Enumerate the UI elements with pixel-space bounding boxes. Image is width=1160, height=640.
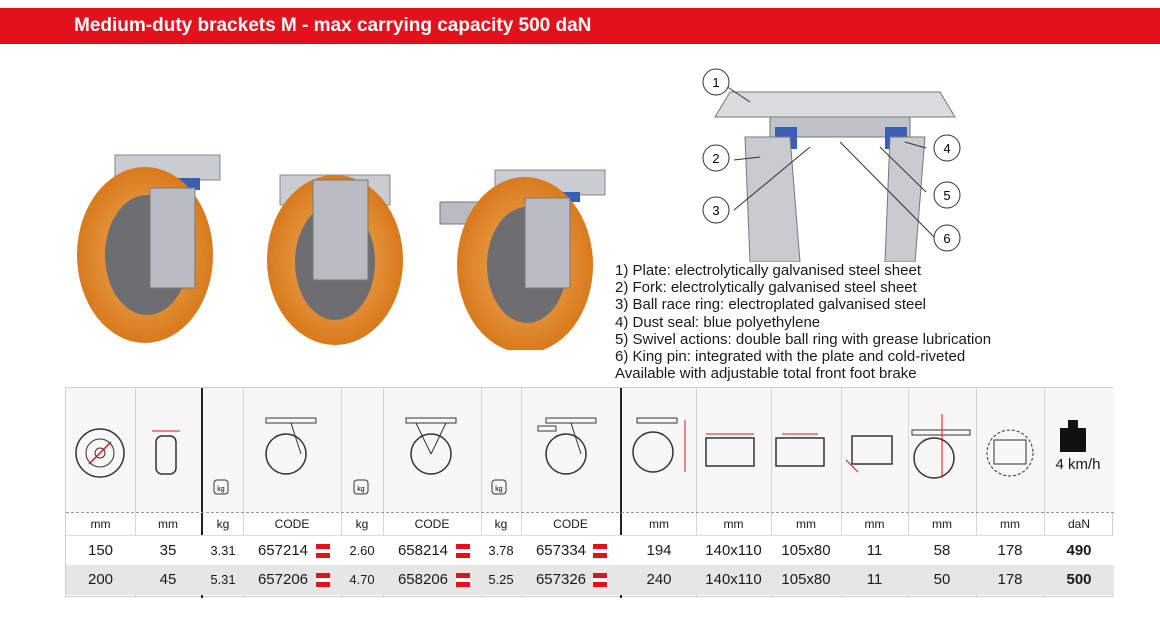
weight-icon: kg (213, 479, 229, 495)
brake-caster-image (439, 169, 606, 350)
unit-weight: kg (494, 517, 508, 531)
country-flag-icon (593, 573, 607, 587)
weight-icon: kg (491, 479, 507, 495)
unit-load: daN (1067, 517, 1090, 531)
cell-code: 658214 (397, 542, 449, 559)
cell-weight: 4.70 (349, 572, 375, 587)
cell-holes: 105x80 (781, 571, 831, 588)
cell-height: 194 (646, 542, 672, 559)
weight-icon: kg (353, 479, 369, 495)
header-banner: Medium-duty brackets M - max carrying ca… (0, 8, 1160, 44)
cell-diameter: 200 (87, 571, 114, 588)
country-flag-icon (316, 544, 330, 558)
overall-height-icon (632, 417, 686, 473)
cell-offset: 50 (933, 571, 951, 588)
feature-item: 1) Plate: electrolytically galvanised st… (615, 262, 921, 279)
unit-bolt: mm (864, 517, 885, 531)
unit-plate: mm (723, 517, 744, 531)
cell-plate: 140x110 (705, 542, 762, 559)
feature-item: 6) King pin: integrated with the plate a… (615, 348, 966, 366)
cell-plate: 140x110 (705, 571, 762, 588)
cell-weight: 5.31 (210, 572, 236, 587)
wheel-diameter-icon (75, 428, 125, 478)
hole-spacing-icon (775, 433, 825, 467)
unit-code: CODE (414, 517, 450, 531)
unit-diameter: mm (90, 517, 111, 531)
feature-note: Available with adjustable total front fo… (615, 365, 917, 383)
cell-width: 45 (159, 571, 177, 588)
swivel-radius-icon (986, 429, 1034, 477)
bolt-hole-icon (845, 435, 893, 473)
svg-text:kg: kg (357, 486, 365, 493)
cell-offset: 58 (933, 542, 951, 559)
swivel-caster-image (77, 154, 221, 343)
svg-text:kg: kg (217, 486, 225, 493)
feature-item: 4) Dust seal: blue polyethylene (615, 313, 821, 331)
unit-holes: mm (796, 517, 816, 531)
feature-item: 2) Fork: electrolytically galvanised ste… (615, 279, 917, 297)
callout-4: 4 (943, 141, 950, 156)
country-flag-icon (456, 573, 470, 587)
table-row: 150 35 3.31 657214 2.60 658214 3.78 6573… (66, 535, 1114, 565)
country-flag-icon (456, 544, 470, 558)
cell-code: 657326 (535, 571, 587, 588)
cell-bolt: 11 (866, 571, 883, 588)
unit-offset: mm (932, 517, 952, 531)
unit-weight: kg (216, 517, 230, 531)
callout-1: 1 (712, 75, 719, 90)
cell-weight: 3.31 (210, 543, 236, 558)
cell-radius: 178 (997, 571, 1023, 588)
cross-section-diagram: 1 2 3 4 5 6 (702, 68, 961, 262)
country-flag-icon (593, 544, 607, 558)
callout-3: 3 (712, 203, 719, 218)
cell-radius: 178 (997, 542, 1023, 559)
feature-item: 3) Ball race ring: electroplated galvani… (615, 296, 927, 314)
cell-bolt: 11 (866, 542, 883, 559)
callout-6: 6 (943, 231, 950, 246)
table-row: 200 45 5.31 657206 4.70 658206 5.25 6573… (66, 565, 1114, 595)
cell-height: 240 (646, 571, 672, 588)
unit-width: mm (158, 517, 178, 531)
fixed-caster-image (267, 174, 403, 345)
speed-label: 4 km/h (1055, 456, 1101, 473)
unit-code: CODE (553, 517, 588, 531)
feature-list: 1) Plate: electrolytically galvanised st… (615, 262, 1155, 382)
cell-code: 657334 (535, 542, 587, 559)
brake-caster-icon (537, 417, 597, 475)
unit-weight: kg (355, 517, 369, 531)
cell-diameter: 150 (87, 542, 114, 559)
load-weight-icon (1060, 420, 1086, 452)
wheel-width-icon (152, 430, 180, 475)
cell-weight: 3.78 (488, 543, 514, 558)
cell-code: 658206 (397, 571, 449, 588)
cell-code: 657214 (257, 542, 309, 559)
fixed-caster-icon (405, 417, 457, 475)
unit-code: CODE (274, 517, 310, 531)
product-photos (77, 154, 606, 350)
cell-weight: 2.60 (349, 543, 375, 558)
cell-code: 657206 (257, 571, 309, 588)
spec-table: kg kg kg 4 km/h (65, 387, 1114, 598)
cell-width: 35 (159, 542, 177, 559)
unit-radius: mm (1000, 517, 1020, 531)
unit-height: mm (649, 517, 669, 531)
plate-size-icon (705, 433, 755, 467)
callout-5: 5 (943, 188, 950, 203)
svg-text:kg: kg (495, 486, 503, 493)
country-flag-icon (316, 573, 330, 587)
callout-2: 2 (712, 151, 719, 166)
cell-weight: 5.25 (488, 572, 514, 587)
cell-load: 490 (1066, 542, 1092, 559)
feature-item: 5) Swivel actions: double ball ring with… (615, 330, 992, 348)
page-title: Medium-duty brackets M - max carrying ca… (74, 15, 592, 36)
offset-icon (911, 414, 971, 479)
cell-load: 500 (1066, 571, 1092, 588)
cell-holes: 105x80 (781, 542, 831, 559)
swivel-caster-icon (265, 417, 317, 475)
